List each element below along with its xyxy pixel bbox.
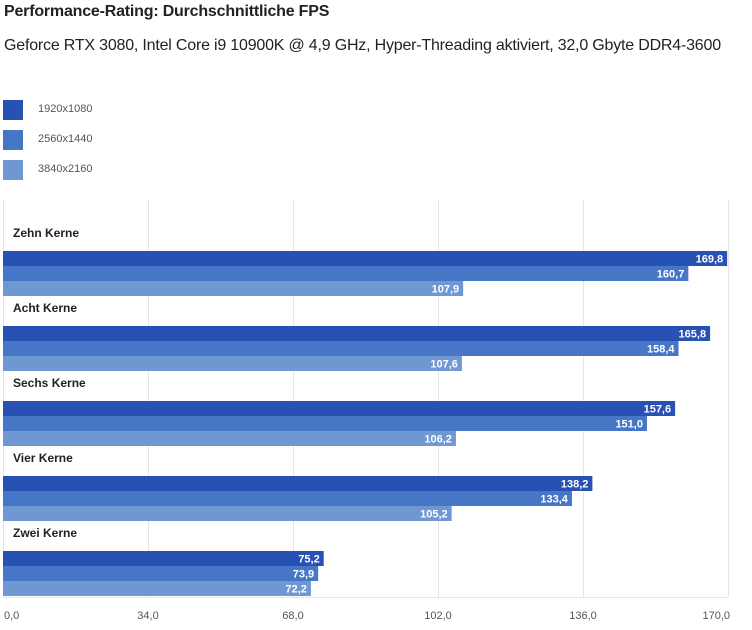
bar (3, 566, 319, 581)
x-tick-label: 34,0 (137, 610, 158, 622)
category-label: Zwei Kerne (13, 526, 77, 540)
bar-value-label: 106,2 (424, 434, 452, 446)
bar (3, 551, 324, 566)
category-label: Sechs Kerne (13, 376, 86, 390)
category-label: Acht Kerne (13, 301, 77, 315)
bar-value-label: 157,6 (644, 404, 672, 416)
bar (3, 476, 593, 491)
x-tick-label: 170,0 (702, 610, 730, 622)
bar-value-label: 158,4 (647, 344, 675, 356)
bar-value-label: 138,2 (561, 479, 589, 491)
legend-swatch (3, 100, 23, 120)
chart-subtitle: Geforce RTX 3080, Intel Core i9 10900K @… (4, 37, 721, 54)
bar (3, 326, 711, 341)
bar-value-label: 160,7 (657, 269, 685, 281)
bar-value-label: 107,6 (430, 359, 458, 371)
bar-value-label: 73,9 (293, 569, 314, 581)
legend-label: 1920x1080 (38, 103, 93, 115)
legend-swatch (3, 160, 23, 180)
bar (3, 581, 311, 596)
x-tick-label: 68,0 (282, 610, 303, 622)
legend-label: 3840x2160 (38, 163, 93, 175)
bar-value-label: 133,4 (540, 494, 568, 506)
bar-value-label: 75,2 (298, 554, 319, 566)
bar (3, 401, 676, 416)
bar-value-label: 169,8 (696, 254, 724, 266)
bar (3, 491, 572, 506)
x-tick-label: 102,0 (424, 610, 452, 622)
bar-value-label: 72,2 (285, 584, 306, 596)
bar (3, 431, 456, 446)
bar (3, 266, 689, 281)
bar (3, 356, 462, 371)
legend-label: 2560x1440 (38, 133, 93, 145)
bar (3, 251, 728, 266)
bar (3, 416, 647, 431)
bar (3, 506, 452, 521)
x-tick-label: 0,0 (4, 610, 19, 622)
bar-chart: 0,0 34,0 68,0 102,0 136,0 170,0 Zehn Kerne 169,… (3, 200, 730, 622)
category-label: Zehn Kerne (13, 226, 79, 240)
bar (3, 281, 464, 296)
category-label: Vier Kerne (13, 451, 73, 465)
bar-value-label: 151,0 (615, 419, 643, 431)
bar-value-label: 105,2 (420, 509, 448, 521)
bar-value-label: 165,8 (679, 329, 707, 341)
bar (3, 341, 679, 356)
chart-title: Performance-Rating: Durchschnittliche FP… (4, 3, 330, 20)
bar-value-label: 107,9 (432, 284, 460, 296)
x-tick-label: 136,0 (569, 610, 597, 622)
legend-swatch (3, 130, 23, 150)
